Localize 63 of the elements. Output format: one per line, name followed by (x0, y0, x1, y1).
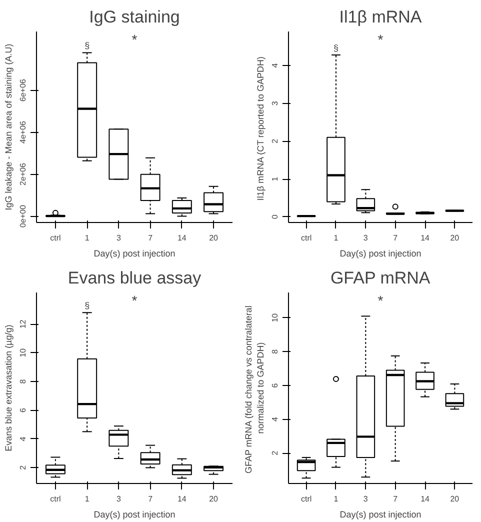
x-tick-label: 7 (393, 234, 398, 242)
chart-title: Evans blue assay (68, 268, 202, 288)
y-axis-title: IgG leakage - Mean area of staining (A.U) (4, 44, 14, 210)
x-tick-label: ctrl (300, 234, 312, 242)
annotation: * (378, 32, 384, 48)
annotation: * (132, 32, 138, 48)
chart-title: Il1β mRNA (339, 8, 422, 26)
x-axis-title: Day(s) post injection (340, 248, 422, 258)
x-tick-label: 14 (177, 234, 187, 242)
y-tick-label: 1 (270, 176, 280, 182)
y-tick-label: 4e+06 (18, 120, 28, 144)
y-tick-label: 8 (270, 348, 280, 354)
y-tick-label: 4 (270, 62, 280, 68)
y-axis-title: Il1β mRNA (CT reported to GAPDH) (256, 56, 266, 201)
x-tick-label: 14 (420, 234, 430, 242)
y-axis-title: GFAP mRNA (fold change vs contralateral normalized to GAPDH) (244, 306, 266, 474)
y-tick-label: 2e+06 (18, 162, 28, 186)
y-tick-label: 0e+00 (18, 204, 28, 228)
x-tick-label: ctrl (300, 494, 312, 504)
x-axis-title: Day(s) post injection (94, 510, 176, 520)
x-axis-title: Day(s) post injection (340, 510, 422, 520)
annotation: § (333, 42, 338, 53)
x-tick-label: 20 (209, 494, 219, 504)
x-tick-label: 7 (148, 234, 154, 242)
y-tick-label: 0 (270, 214, 280, 220)
y-tick-label: 10 (270, 312, 280, 322)
y-tick-label: 6 (270, 382, 280, 388)
x-tick-label: 3 (363, 234, 368, 242)
x-axis-title: Day(s) post injection (94, 248, 176, 258)
x-tick-label: 14 (420, 494, 430, 504)
x-tick-label: 20 (450, 234, 460, 242)
x-tick-label: 7 (393, 494, 398, 504)
x-tick-label: 14 (177, 494, 187, 504)
annotation: * (378, 292, 384, 308)
y-tick-label: 12 (18, 319, 28, 329)
x-tick-label: ctrl (50, 494, 62, 504)
x-tick-label: 3 (116, 494, 122, 504)
annotation: § (84, 40, 90, 51)
y-tick-label: 6 (18, 407, 28, 412)
chart-title: IgG staining (89, 8, 180, 26)
y-tick-label: 3 (270, 100, 280, 106)
y-tick-label: 2 (270, 450, 280, 456)
x-tick-label: 3 (363, 494, 368, 504)
y-tick-label: 6e+06 (18, 78, 28, 102)
y-tick-label: 8 (18, 378, 28, 384)
x-tick-label: 3 (116, 234, 122, 242)
x-tick-label: 1 (84, 234, 90, 242)
x-tick-label: 1 (334, 494, 339, 504)
x-tick-label: ctrl (50, 234, 62, 242)
annotation: * (132, 292, 138, 308)
x-tick-label: 1 (334, 234, 339, 242)
annotation: § (84, 300, 90, 311)
x-tick-label: 20 (450, 494, 460, 504)
y-tick-label: 4 (270, 416, 280, 422)
y-tick-label: 2 (270, 138, 280, 144)
y-axis-title: Evans blue extravasation (µg/g) (4, 324, 14, 452)
x-tick-label: 7 (148, 494, 154, 504)
x-tick-label: 1 (84, 494, 90, 504)
y-tick-label: 4 (18, 436, 28, 442)
y-tick-label: 10 (18, 348, 28, 358)
chart-title: GFAP mRNA (330, 268, 431, 288)
x-tick-label: 20 (209, 234, 219, 242)
y-tick-label: 2 (18, 464, 28, 470)
